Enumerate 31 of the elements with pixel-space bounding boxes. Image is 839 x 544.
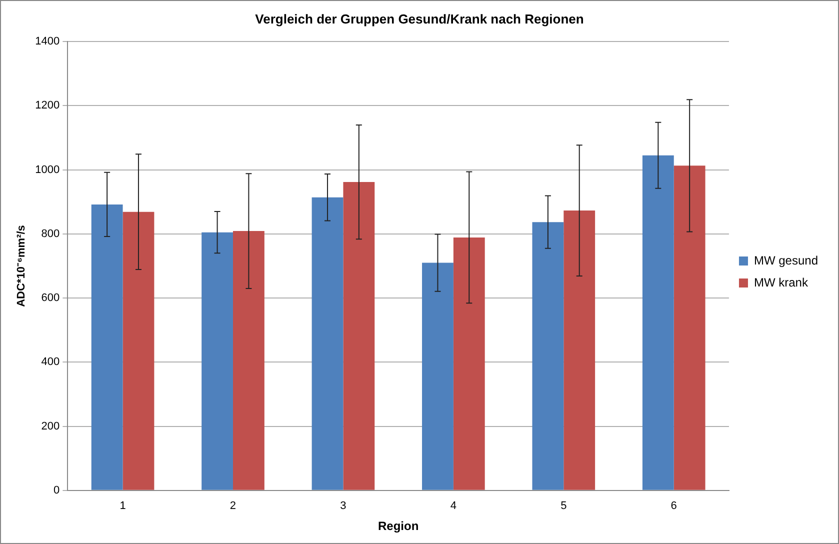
bar — [422, 262, 454, 490]
y-tick-label: 0 — [54, 484, 60, 496]
x-tick-label: 5 — [560, 500, 567, 512]
chart-title: Vergleich der Gruppen Gesund/Krank nach Regionen — [255, 11, 584, 26]
x-tick-label: 6 — [670, 500, 677, 512]
bar — [453, 237, 485, 490]
bar — [122, 212, 154, 490]
y-tick-label: 1400 — [35, 36, 60, 48]
x-axis-title: Region — [378, 519, 419, 534]
bar — [91, 204, 123, 490]
bar — [343, 182, 375, 490]
legend-label: MW gesund — [754, 253, 818, 268]
y-tick-label: 1000 — [35, 164, 60, 176]
bar — [642, 155, 674, 490]
legend-label: MW krank — [754, 275, 809, 290]
bar — [564, 210, 596, 490]
x-tick-label: 3 — [340, 500, 346, 512]
y-tick-label: 400 — [41, 356, 60, 368]
bar — [202, 232, 233, 490]
y-tick-label: 800 — [41, 228, 60, 240]
bar — [532, 222, 564, 490]
x-tick-label: 4 — [450, 500, 456, 512]
y-tick-label: 1200 — [35, 100, 60, 112]
bar — [674, 166, 706, 490]
bar — [312, 197, 344, 490]
y-axis-title: ADC*10⁻⁶mm²/s — [16, 225, 28, 307]
y-tick-label: 600 — [41, 292, 60, 304]
y-tick-label: 200 — [41, 420, 60, 432]
x-tick-label: 1 — [120, 500, 126, 512]
x-tick-label: 2 — [230, 500, 236, 512]
bar — [232, 231, 264, 490]
